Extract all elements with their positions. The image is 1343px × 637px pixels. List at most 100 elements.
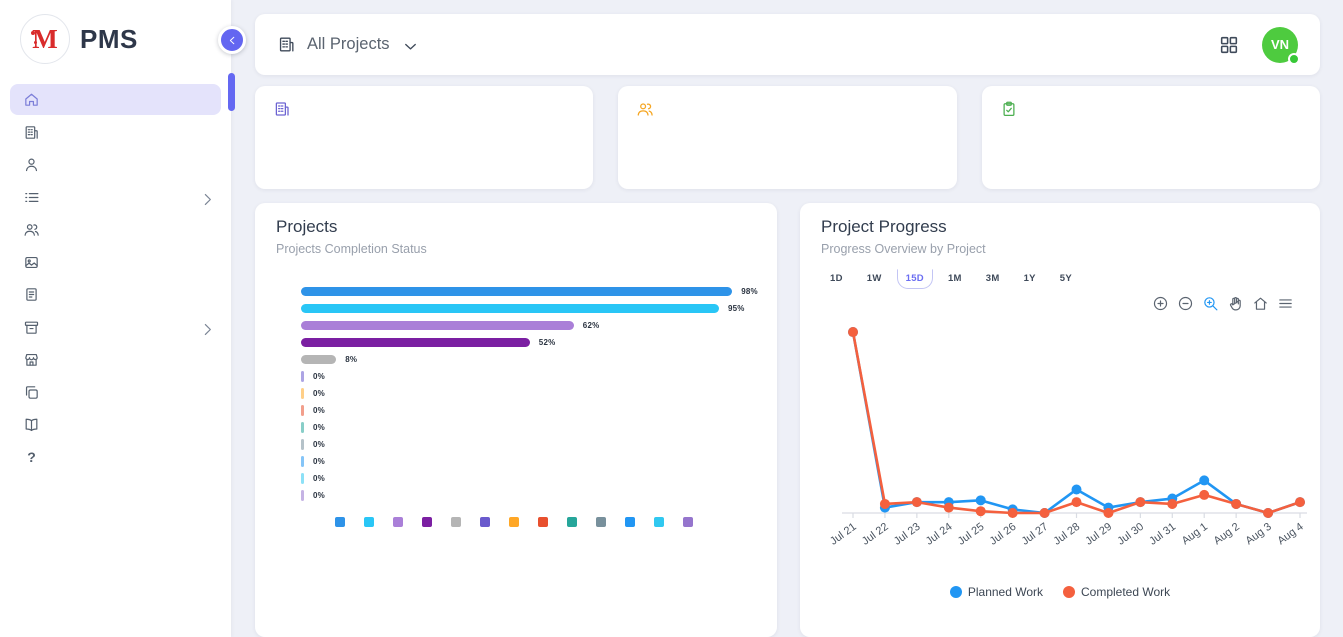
range-button-5y[interactable]: 5Y (1051, 269, 1081, 289)
reset-axes-button[interactable] (1252, 295, 1269, 312)
range-button-1y[interactable]: 1Y (1015, 269, 1045, 289)
legend-item[interactable]: Planned Work (949, 585, 1043, 599)
data-point[interactable] (1231, 498, 1242, 509)
bar-row[interactable]: 0% (301, 470, 777, 487)
legend-item[interactable] (624, 517, 640, 527)
projects-panel-title: Projects (276, 217, 338, 236)
completion-bar-chart: 98% 95% 62% 52% 8% 0% 0% 0% 0% 0% 0% 0% 0% (301, 283, 777, 504)
legend-item[interactable] (653, 517, 669, 527)
legend-item[interactable] (479, 517, 495, 527)
legend-item[interactable] (363, 517, 379, 527)
sidebar-item-administration[interactable] (10, 312, 221, 343)
user-avatar[interactable]: VN (1262, 26, 1300, 65)
legend-swatch (363, 517, 374, 527)
bar-value-label: 95% (728, 304, 745, 313)
zoom-out-button[interactable] (1177, 295, 1194, 312)
legend-item[interactable] (450, 517, 466, 527)
legend-item[interactable] (566, 517, 582, 527)
bar-row[interactable]: 0% (301, 453, 777, 470)
data-point[interactable] (879, 498, 890, 509)
data-point[interactable] (1039, 508, 1050, 518)
zoom-select-button[interactable] (1202, 295, 1219, 312)
bar-row[interactable]: 8% (301, 351, 777, 368)
data-point[interactable] (1103, 508, 1114, 518)
x-tick-label: Jul 25 (956, 521, 987, 548)
data-point[interactable] (848, 327, 858, 338)
data-point[interactable] (1071, 484, 1082, 495)
data-point[interactable] (1199, 475, 1210, 486)
zoom-in-icon (1153, 296, 1168, 311)
progress-panel-title: Project Progress (821, 217, 947, 236)
legend-item[interactable] (421, 517, 437, 527)
menu-button[interactable] (1277, 295, 1294, 312)
legend-swatch (450, 517, 461, 527)
menu-icon (1279, 299, 1292, 308)
legend-item[interactable] (334, 517, 350, 527)
bar-value-label: 0% (313, 389, 325, 398)
range-button-1m[interactable]: 1M (939, 269, 971, 289)
data-point[interactable] (1135, 497, 1146, 508)
sidebar-item-dashboard[interactable] (10, 84, 221, 115)
bar-row[interactable]: 0% (301, 385, 777, 402)
legend-item[interactable] (682, 517, 698, 527)
data-point[interactable] (1167, 498, 1178, 509)
legend-item[interactable] (537, 517, 553, 527)
data-point[interactable] (943, 502, 954, 513)
sidebar-item-directory[interactable] (10, 214, 221, 245)
legend-item[interactable]: Completed Work (1063, 585, 1170, 599)
legend-swatch (334, 517, 345, 527)
sidebar-item-image-gallary[interactable] (10, 247, 221, 278)
chevron-right-icon (204, 193, 211, 206)
pan-button[interactable] (1227, 295, 1244, 312)
range-button-1d[interactable]: 1D (821, 269, 852, 289)
legend-label: Completed Work (1081, 585, 1171, 599)
bar-row[interactable]: 98% (301, 283, 777, 300)
bar-row[interactable]: 62% (301, 317, 777, 334)
sidebar-item-support[interactable] (10, 377, 221, 408)
bar-row[interactable]: 0% (301, 419, 777, 436)
sidebar-item-activities[interactable] (10, 182, 221, 213)
sidebar: M PMS ? (0, 0, 235, 637)
legend-item[interactable] (508, 517, 524, 527)
bar (301, 405, 304, 416)
sidebar-item-employees[interactable] (10, 149, 221, 180)
stat-card-projects (255, 86, 594, 189)
range-button-1w[interactable]: 1W (858, 269, 891, 289)
data-point[interactable] (1295, 497, 1305, 508)
range-button-15d[interactable]: 15D (896, 269, 933, 289)
chevron-left-icon (229, 36, 234, 44)
project-filter-dropdown[interactable]: All Projects (277, 35, 416, 54)
progress-panel-subtitle: Progress Overview by Project (821, 242, 986, 256)
data-point[interactable] (1007, 508, 1018, 518)
data-point[interactable] (1199, 489, 1210, 500)
sidebar-item-inventory[interactable] (10, 344, 221, 375)
data-point[interactable] (1263, 508, 1274, 518)
app-logo: M PMS (0, 0, 231, 78)
sidebar-item-help-desk[interactable]: ? (10, 442, 221, 473)
stats-row (255, 86, 1320, 189)
bar-row[interactable]: 52% (301, 334, 777, 351)
projects-panel-subtitle: Projects Completion Status (276, 242, 427, 256)
bar-row[interactable]: 0% (301, 436, 777, 453)
data-point[interactable] (911, 497, 922, 508)
sidebar-item-projects[interactable] (10, 117, 221, 148)
chevron-right-icon (204, 323, 211, 336)
data-point[interactable] (975, 495, 986, 506)
data-point[interactable] (1071, 497, 1082, 508)
bar-row[interactable]: 0% (301, 487, 777, 504)
sidebar-item-documentation[interactable] (10, 409, 221, 440)
bar-row[interactable]: 0% (301, 368, 777, 385)
bar-row[interactable]: 0% (301, 402, 777, 419)
data-point[interactable] (975, 506, 986, 517)
range-button-3m[interactable]: 3M (977, 269, 1009, 289)
legend-item[interactable] (595, 517, 611, 527)
store-icon (25, 353, 38, 366)
legend-label: Planned Work (967, 585, 1043, 599)
apps-grid-button[interactable] (1218, 34, 1240, 56)
sidebar-item-expense[interactable] (10, 279, 221, 310)
bar-row[interactable]: 95% (301, 300, 777, 317)
zoom-in-button[interactable] (1152, 295, 1169, 312)
legend-item[interactable] (392, 517, 408, 527)
sidebar-collapse-button[interactable] (218, 26, 246, 54)
bar-value-label: 0% (313, 423, 325, 432)
